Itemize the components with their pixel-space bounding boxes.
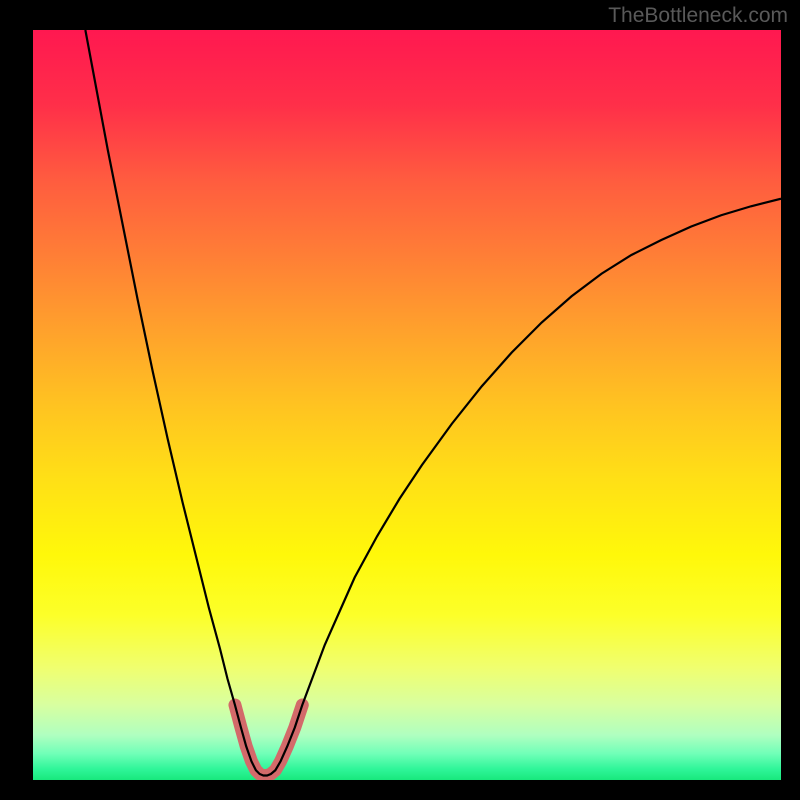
main-curve-path — [85, 30, 781, 776]
chart-svg — [33, 30, 781, 780]
plot-area — [33, 30, 781, 780]
watermark-text: TheBottleneck.com — [608, 4, 788, 28]
